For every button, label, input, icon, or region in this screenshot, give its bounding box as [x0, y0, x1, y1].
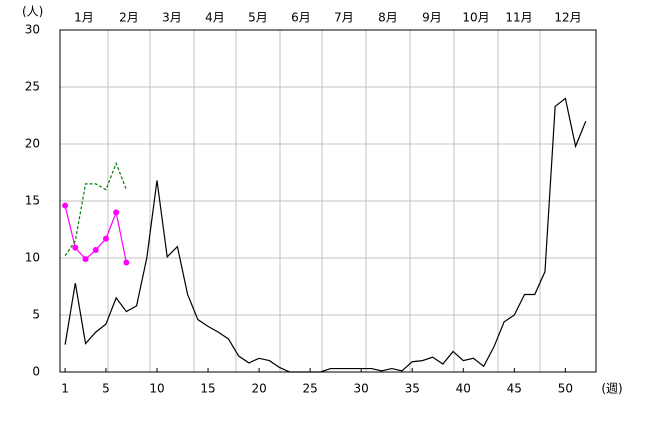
series-line	[64, 161, 127, 257]
month-label: 8月	[378, 11, 398, 25]
x-tick-label: 25	[302, 382, 317, 396]
month-label: 9月	[422, 11, 442, 25]
y-axis-label: (人)	[22, 5, 43, 19]
series-line	[64, 97, 587, 373]
series-marker	[72, 244, 79, 251]
month-label: 6月	[291, 11, 311, 25]
month-label: 1月	[74, 11, 94, 25]
series-marker	[113, 209, 120, 216]
month-label: 12月	[554, 11, 581, 25]
series-marker	[123, 259, 130, 266]
x-tick-label: 50	[558, 382, 573, 396]
y-tick-label: 25	[25, 80, 40, 94]
month-label: 10月	[462, 11, 489, 25]
plot-border	[59, 29, 597, 373]
x-tick-label: 45	[507, 382, 522, 396]
month-label: 7月	[334, 11, 354, 25]
month-label: 4月	[205, 11, 225, 25]
month-label: 2月	[119, 11, 139, 25]
x-tick-label: 40	[456, 382, 471, 396]
y-tick-label: 20	[25, 137, 40, 151]
month-label: 3月	[162, 11, 182, 25]
y-tick-label: 0	[32, 365, 40, 379]
x-tick-label: 15	[200, 382, 215, 396]
x-tick-label: 35	[405, 382, 420, 396]
x-tick-label: 1	[61, 382, 69, 396]
y-tick-label: 10	[25, 251, 40, 265]
series-marker	[82, 256, 89, 263]
x-tick-label: 5	[102, 382, 110, 396]
month-label: 5月	[248, 11, 268, 25]
series-marker	[92, 247, 99, 254]
series-marker	[102, 235, 109, 242]
y-tick-label: 5	[32, 308, 40, 322]
y-tick-label: 15	[25, 194, 40, 208]
x-tick-label: 30	[354, 382, 369, 396]
y-tick-label: 30	[25, 23, 40, 37]
x-axis-label: (週)	[601, 382, 622, 396]
x-tick-label: 20	[251, 382, 266, 396]
x-tick-label: 10	[149, 382, 164, 396]
series-marker	[62, 202, 69, 209]
month-label: 11月	[505, 11, 532, 25]
